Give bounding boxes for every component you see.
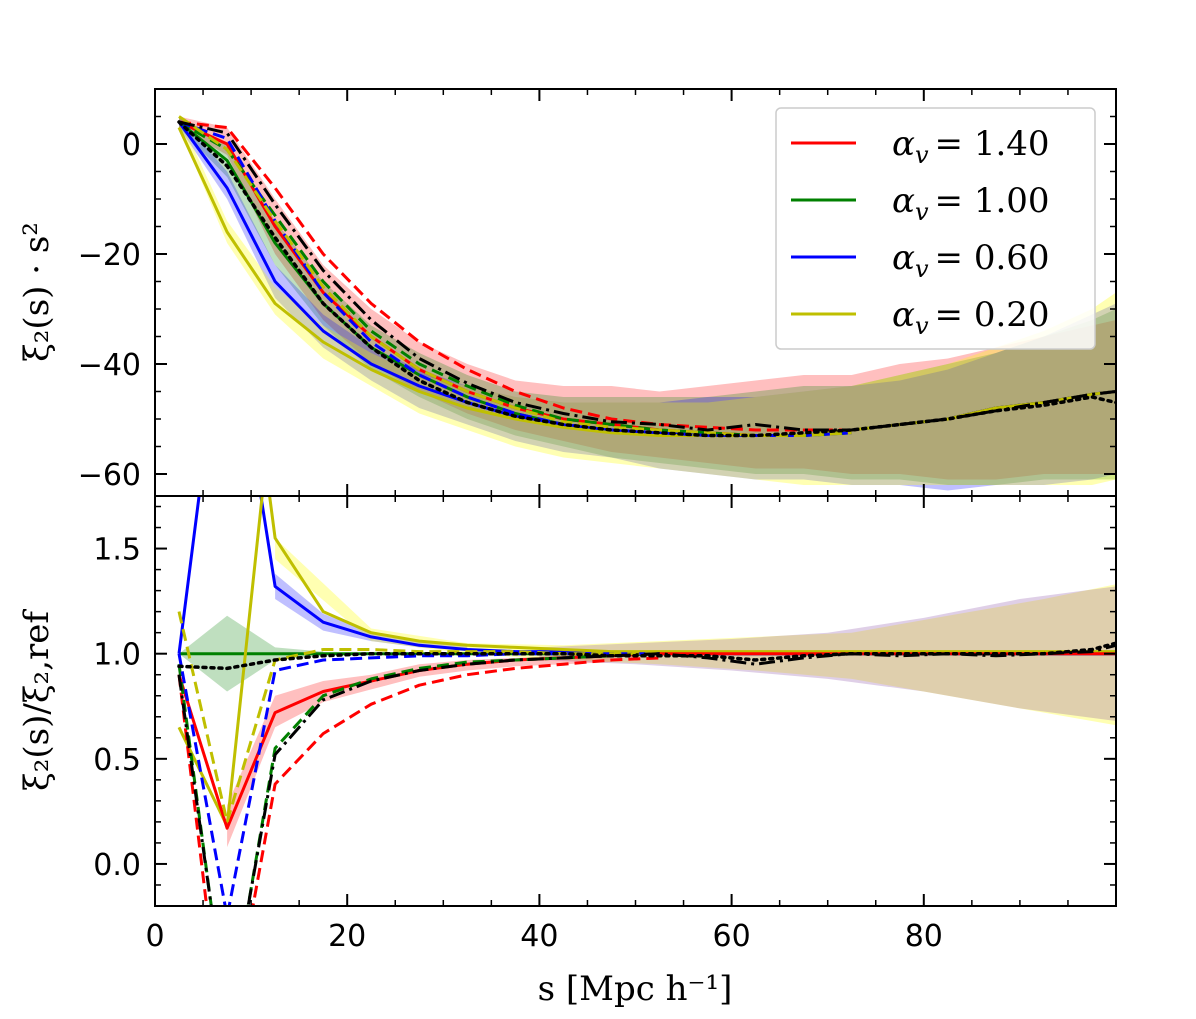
bottom-y-axis-label: ξ₂(s)/ξ₂,ref: [17, 609, 57, 791]
y-tick-label: 1.0: [93, 638, 141, 673]
bottom-lines: [177, 496, 1116, 906]
series-ratio-black-dotted: [177, 641, 1116, 671]
y-tick-label: 0: [122, 128, 141, 163]
band-band-0.60: [179, 116, 1116, 491]
top-lines: [177, 115, 1116, 438]
x-tick-label: 20: [328, 919, 366, 954]
x-tick-label: 80: [905, 919, 943, 954]
x-tick-label: 0: [145, 919, 164, 954]
series-ratio-0.20-solid: [177, 496, 1116, 828]
y-tick-label: −40: [78, 348, 141, 383]
bottom-y-tick-labels: 0.0 0.5 1.0 1.5: [93, 533, 141, 883]
y-tick-label: 1.5: [93, 533, 141, 568]
series-ratio-0.60-dashed: [177, 652, 660, 906]
top-bands: [179, 116, 1116, 491]
x-tick-label: 40: [520, 919, 558, 954]
band-band-0.20: [179, 116, 1116, 485]
band-ratio-band-0.60: [275, 573, 468, 650]
y-tick-label: −20: [78, 238, 141, 273]
y-tick-label: 0.5: [93, 743, 141, 778]
bottom-frame: [154, 495, 1117, 907]
top-y-axis-label: ξ₂(s) · s²: [17, 222, 57, 362]
legend-label: αv = 1.40: [892, 124, 1050, 169]
legend-label: αv = 0.20: [892, 295, 1050, 340]
series-1.40-dashed: [178, 120, 852, 432]
series-black-dashdot: [178, 120, 1116, 432]
bottom-panel: 0.0 0.5 1.0 1.5 0 20 40 60 80 ξ₂(s)/ξ₂,ref s [M…: [17, 495, 1117, 1009]
x-tick-label: 60: [713, 919, 751, 954]
legend-box: [775, 107, 1096, 350]
legend-label: αv = 1.00: [892, 181, 1050, 226]
x-tick-labels: 0 20 40 60 80: [145, 919, 942, 954]
top-y-tick-labels: 0 −20 −40 −60: [78, 128, 141, 493]
series-black-dotted: [177, 120, 1116, 438]
legend: αv = 1.40 αv = 1.00 αv = 0.60 αv = 0.20: [775, 107, 1096, 350]
x-axis-label: s [Mpc h⁻¹]: [538, 969, 733, 1009]
band-ratio-band-wide: [275, 538, 1116, 726]
band-ratio-band-1.40: [227, 653, 612, 848]
series-0.20-solid: [177, 126, 1116, 437]
y-tick-label: −60: [78, 458, 141, 493]
legend-label: αv = 0.60: [892, 238, 1050, 283]
series-0.20-dashed: [178, 115, 852, 437]
band-band-1.40: [179, 116, 1116, 480]
y-tick-label: 0.0: [93, 848, 141, 883]
band-band-1.00: [179, 116, 1116, 485]
